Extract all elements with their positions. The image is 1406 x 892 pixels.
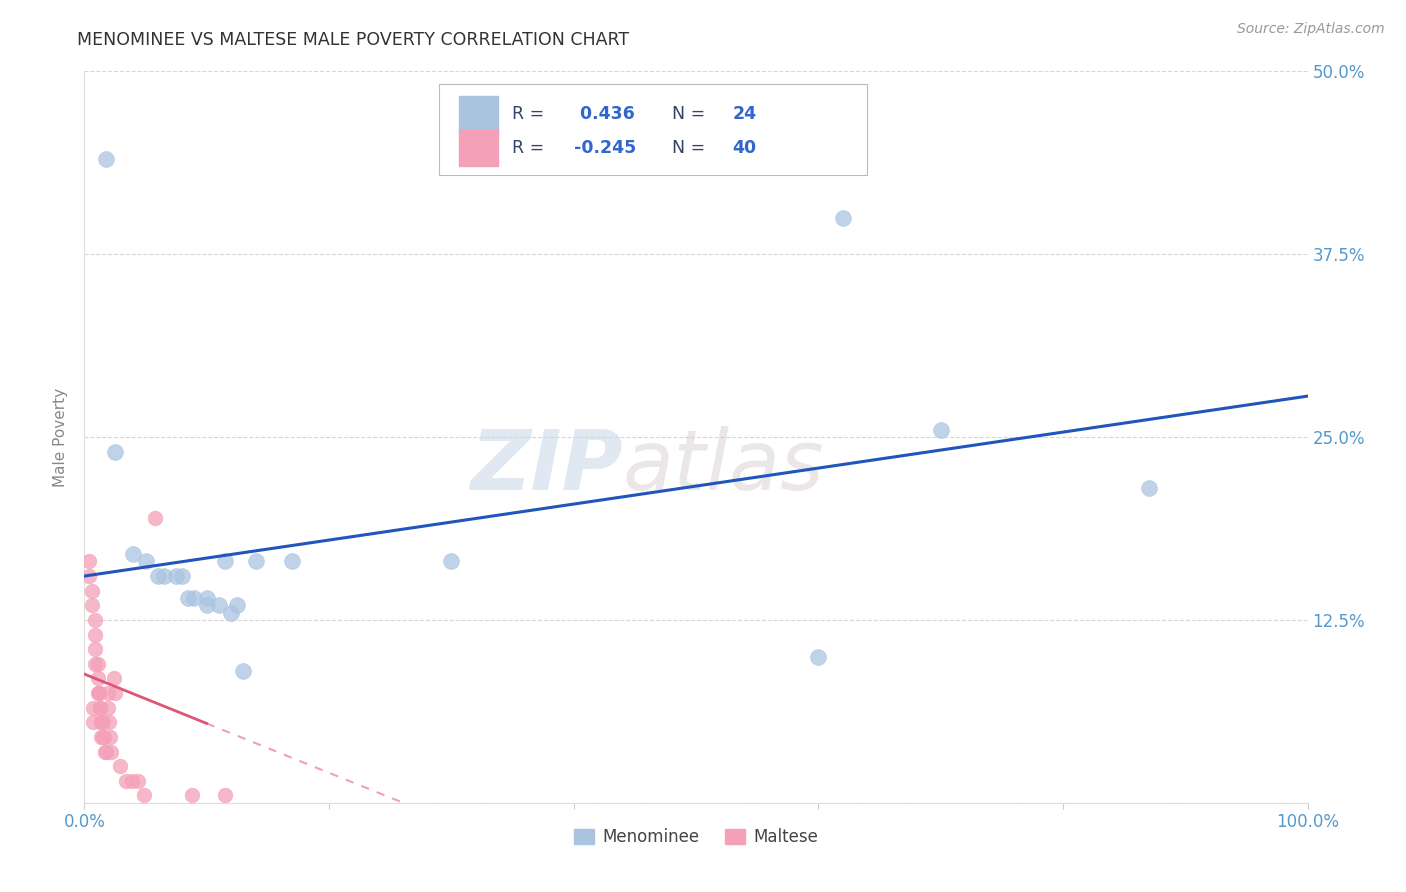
Point — [115, 773, 138, 788]
Point — [281, 554, 304, 568]
Point — [232, 664, 254, 678]
Point — [929, 423, 952, 437]
Point — [90, 715, 112, 730]
Point — [87, 672, 110, 686]
Legend: Menominee, Maltese: Menominee, Maltese — [568, 822, 824, 853]
Text: 24: 24 — [733, 105, 756, 123]
Text: N =: N = — [672, 105, 710, 123]
Point — [108, 759, 131, 773]
Point — [80, 599, 103, 613]
Text: -0.245: -0.245 — [574, 139, 636, 157]
Point — [80, 583, 103, 598]
Point — [172, 569, 194, 583]
Point — [208, 599, 231, 613]
Point — [100, 745, 122, 759]
Point — [181, 789, 204, 803]
Point — [89, 700, 111, 714]
Point — [98, 730, 121, 744]
Point — [84, 613, 107, 627]
Text: N =: N = — [672, 139, 710, 157]
Text: MENOMINEE VS MALTESE MALE POVERTY CORRELATION CHART: MENOMINEE VS MALTESE MALE POVERTY CORREL… — [77, 31, 630, 49]
Text: 0.436: 0.436 — [574, 105, 634, 123]
Point — [87, 686, 110, 700]
Point — [89, 700, 111, 714]
Point — [146, 569, 169, 583]
Point — [93, 730, 115, 744]
Point — [97, 700, 120, 714]
Point — [103, 672, 125, 686]
Point — [97, 686, 120, 700]
Point — [84, 627, 107, 641]
Y-axis label: Male Poverty: Male Poverty — [53, 387, 69, 487]
FancyBboxPatch shape — [439, 84, 868, 175]
Point — [1137, 481, 1160, 495]
Point — [77, 569, 100, 583]
Point — [82, 715, 104, 730]
Point — [104, 686, 127, 700]
Point — [82, 700, 104, 714]
Text: 40: 40 — [733, 139, 756, 157]
Point — [121, 773, 143, 788]
Point — [153, 569, 176, 583]
Point — [195, 599, 218, 613]
Point — [91, 730, 114, 744]
Point — [91, 715, 114, 730]
Point — [134, 789, 156, 803]
Text: Source: ZipAtlas.com: Source: ZipAtlas.com — [1237, 22, 1385, 37]
Point — [127, 773, 149, 788]
Point — [214, 789, 236, 803]
FancyBboxPatch shape — [458, 129, 498, 166]
Text: ZIP: ZIP — [470, 425, 623, 507]
Point — [90, 730, 112, 744]
Point — [831, 211, 853, 225]
Point — [177, 591, 200, 605]
Point — [226, 599, 249, 613]
Text: R =: R = — [513, 139, 550, 157]
Text: atlas: atlas — [623, 425, 824, 507]
Point — [96, 745, 118, 759]
Point — [87, 686, 110, 700]
Point — [183, 591, 205, 605]
Point — [94, 745, 117, 759]
Point — [245, 554, 267, 568]
Point — [87, 657, 110, 671]
Point — [807, 649, 830, 664]
Point — [87, 686, 110, 700]
Point — [135, 554, 157, 568]
Point — [219, 606, 242, 620]
Point — [97, 715, 120, 730]
FancyBboxPatch shape — [458, 96, 498, 133]
Point — [84, 642, 107, 657]
Point — [77, 554, 100, 568]
Point — [90, 715, 112, 730]
Point — [122, 547, 145, 561]
Point — [84, 657, 107, 671]
Point — [96, 152, 118, 166]
Point — [214, 554, 236, 568]
Point — [440, 554, 463, 568]
Point — [195, 591, 218, 605]
Point — [165, 569, 187, 583]
Text: R =: R = — [513, 105, 550, 123]
Point — [143, 510, 166, 524]
Point — [104, 444, 127, 458]
